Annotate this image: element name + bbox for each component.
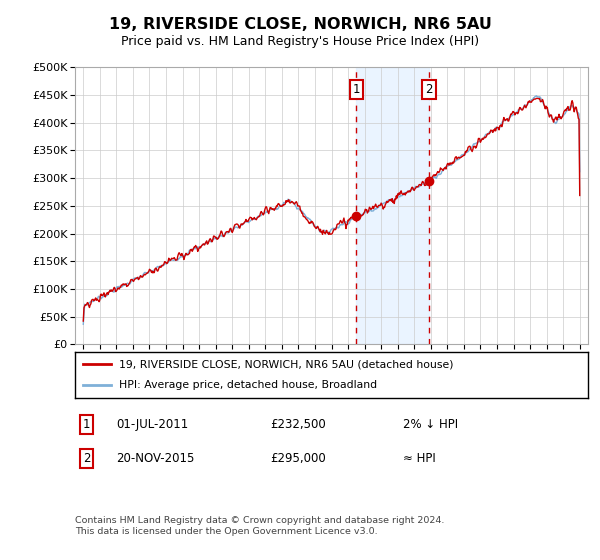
Text: 01-JUL-2011: 01-JUL-2011 — [116, 418, 188, 431]
Text: 1: 1 — [353, 83, 360, 96]
Text: 19, RIVERSIDE CLOSE, NORWICH, NR6 5AU (detached house): 19, RIVERSIDE CLOSE, NORWICH, NR6 5AU (d… — [119, 359, 453, 369]
Text: Price paid vs. HM Land Registry's House Price Index (HPI): Price paid vs. HM Land Registry's House … — [121, 35, 479, 48]
Text: 20-NOV-2015: 20-NOV-2015 — [116, 452, 194, 465]
Text: 19, RIVERSIDE CLOSE, NORWICH, NR6 5AU: 19, RIVERSIDE CLOSE, NORWICH, NR6 5AU — [109, 17, 491, 32]
Text: ≈ HPI: ≈ HPI — [403, 452, 436, 465]
Text: HPI: Average price, detached house, Broadland: HPI: Average price, detached house, Broa… — [119, 380, 377, 390]
Text: 1: 1 — [83, 418, 90, 431]
Text: £295,000: £295,000 — [270, 452, 326, 465]
Text: Contains HM Land Registry data © Crown copyright and database right 2024.
This d: Contains HM Land Registry data © Crown c… — [75, 516, 445, 536]
Text: 2: 2 — [83, 452, 90, 465]
Text: £232,500: £232,500 — [270, 418, 326, 431]
Text: 2: 2 — [425, 83, 433, 96]
Text: 2% ↓ HPI: 2% ↓ HPI — [403, 418, 458, 431]
